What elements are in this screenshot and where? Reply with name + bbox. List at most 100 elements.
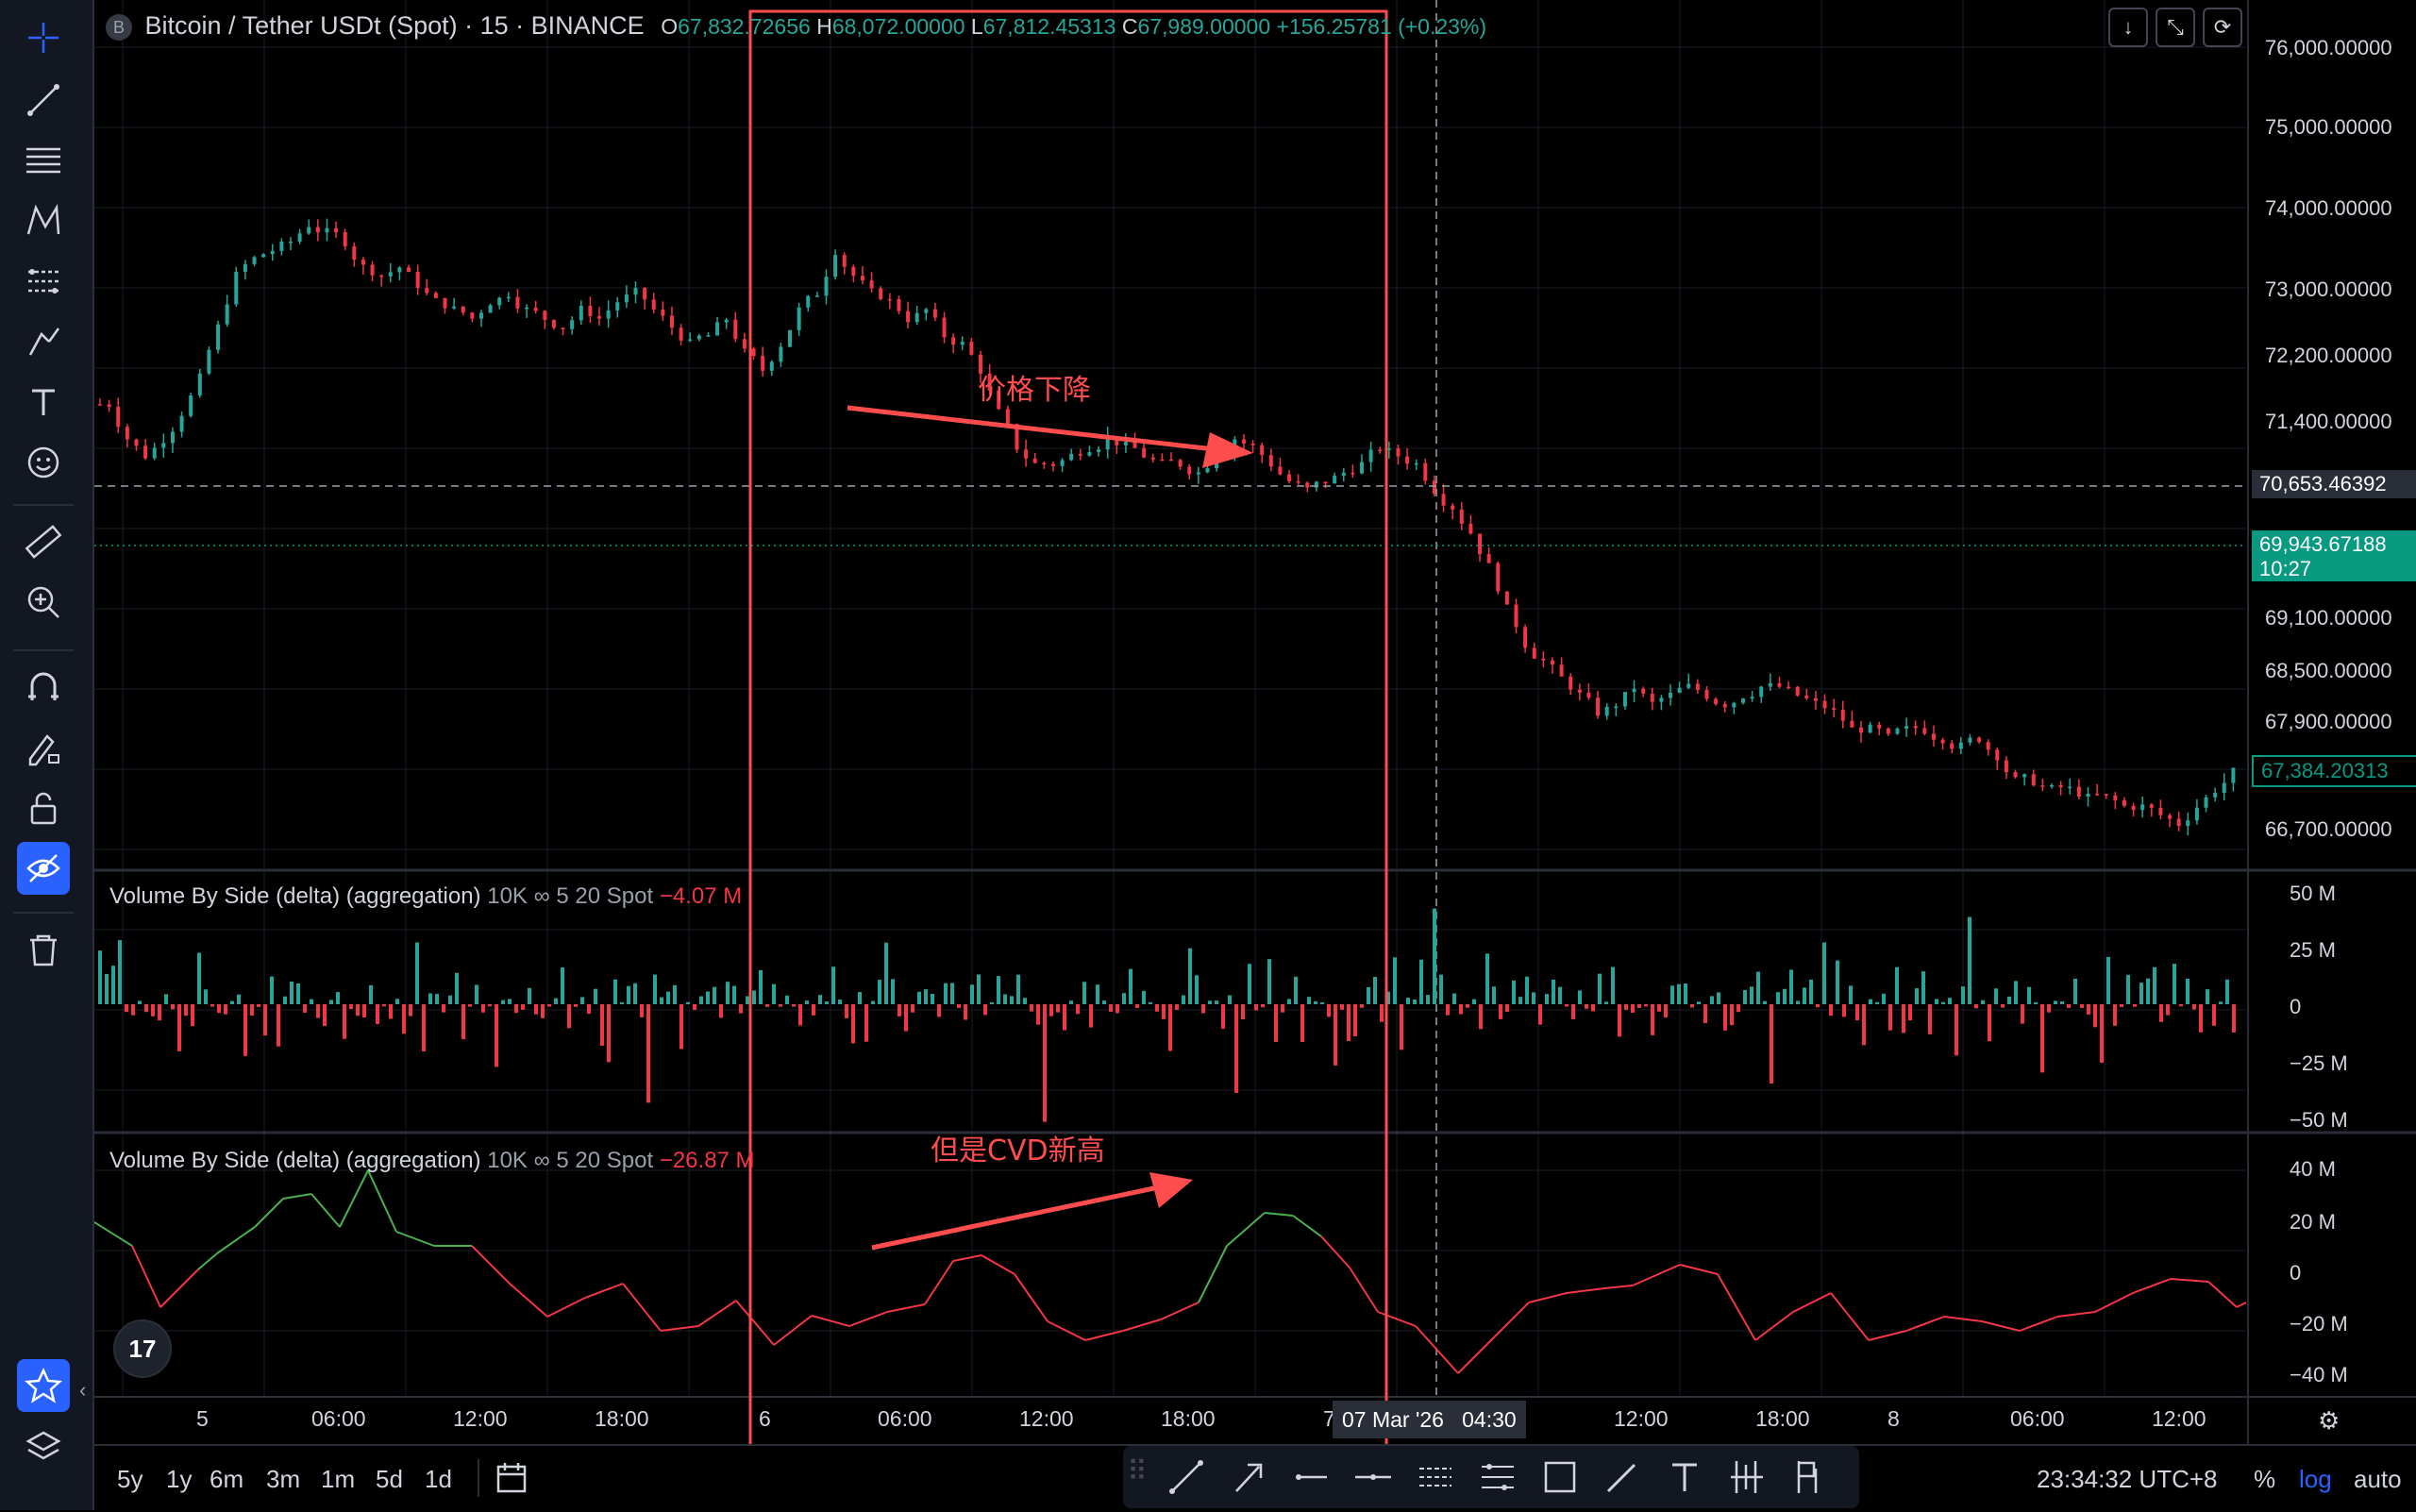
horizontal-line-icon[interactable] <box>1351 1455 1395 1499</box>
delta-bar <box>1334 1004 1337 1066</box>
collapse-toolbar-icon[interactable]: ‹ <box>79 1378 87 1402</box>
ray-icon[interactable] <box>1289 1455 1333 1499</box>
candle-body <box>243 263 247 272</box>
trend-line-icon[interactable] <box>17 74 70 126</box>
flag-icon[interactable] <box>1787 1455 1831 1499</box>
cvd-line-segment <box>1160 1302 1200 1320</box>
range-1m[interactable]: 1m <box>321 1465 356 1493</box>
delta-bar <box>1545 994 1549 1004</box>
brush-icon[interactable] <box>1601 1455 1644 1499</box>
candle-body <box>1278 466 1283 475</box>
delta-bar <box>1717 992 1720 1004</box>
auto-toggle[interactable]: auto <box>2354 1465 2402 1493</box>
indicator2-legend[interactable]: Volume By Side (delta) (aggregation) 10K… <box>109 1148 755 1174</box>
emoji-icon[interactable] <box>17 436 70 489</box>
magnet-icon[interactable] <box>17 661 70 714</box>
symbol-title[interactable]: Bitcoin / Tether USDt (Spot) · 15 · BINA… <box>144 11 645 40</box>
chart-area[interactable]: B Bitcoin / Tether USDt (Spot) · 15 · BI… <box>94 0 2416 1510</box>
candle-body <box>425 287 429 294</box>
delta-bar <box>1908 1004 1912 1021</box>
rectangle-icon[interactable] <box>1538 1455 1582 1499</box>
arrow-tool-icon[interactable] <box>1227 1455 1270 1499</box>
delta-bar <box>382 1004 386 1007</box>
p1-axis-label: 50 M <box>2290 882 2336 905</box>
candle-body <box>443 297 447 309</box>
refresh-icon[interactable]: ⟳ <box>2203 8 2242 47</box>
cvd-line-segment <box>1014 1273 1049 1322</box>
drag-handle-icon[interactable]: ⠿ <box>1127 1456 1148 1487</box>
candle-body <box>515 296 520 309</box>
annotation-price-drop[interactable]: 价格下降 <box>978 374 1091 407</box>
favorites-star-icon[interactable] <box>17 1359 70 1412</box>
log-toggle[interactable]: log <box>2299 1465 2332 1493</box>
parallel-channel-icon[interactable] <box>1414 1455 1457 1499</box>
zoom-in-icon[interactable] <box>17 576 70 629</box>
text-tool-icon[interactable] <box>1663 1455 1706 1499</box>
brush-icon[interactable] <box>17 315 70 368</box>
chart-canvas[interactable] <box>94 0 2416 1444</box>
delta-bar <box>1135 1004 1139 1009</box>
tradingview-logo[interactable]: 17 <box>113 1319 172 1378</box>
range-1d[interactable]: 1d <box>425 1465 452 1493</box>
indicator1-legend[interactable]: Volume By Side (delta) (aggregation) 10K… <box>109 883 742 910</box>
delta-bar <box>746 996 749 1004</box>
percent-toggle[interactable]: % <box>2254 1465 2276 1493</box>
goto-date-icon[interactable] <box>493 1459 530 1504</box>
prediction-icon[interactable] <box>17 255 70 308</box>
delta-bar <box>1069 1000 1073 1004</box>
lock-drawing-icon[interactable] <box>17 721 70 774</box>
candle-body <box>2204 797 2208 808</box>
ruler-icon[interactable] <box>17 515 70 568</box>
candle-body <box>1895 728 1900 734</box>
hide-drawings-icon[interactable] <box>17 842 70 895</box>
layers-icon[interactable] <box>17 1420 70 1472</box>
candle-body <box>1913 726 1918 729</box>
range-3m[interactable]: 3m <box>266 1465 301 1493</box>
candle-body <box>2022 774 2027 778</box>
delta-bar <box>713 986 716 1004</box>
fullscreen-icon[interactable]: ⤡ <box>2156 8 2195 47</box>
candle-body <box>1386 448 1391 450</box>
delta-bar <box>2073 979 2077 1004</box>
candle-body <box>1042 462 1047 465</box>
candle-body <box>2149 804 2154 808</box>
delta-bar <box>653 974 657 1004</box>
candle-body <box>134 439 139 446</box>
candle-body <box>1559 664 1564 677</box>
text-tool-icon[interactable] <box>17 376 70 428</box>
pattern-icon[interactable] <box>17 194 70 247</box>
ohlc-h-label: H <box>816 14 832 39</box>
delta-bar <box>277 1004 280 1047</box>
candle-body <box>897 298 901 311</box>
range-6m[interactable]: 6m <box>210 1465 244 1493</box>
delta-bar <box>1248 964 1251 1004</box>
annotation-cvd-high[interactable]: 但是CVD新高 <box>931 1134 1105 1168</box>
cvd-line-segment <box>471 1245 511 1285</box>
delta-bar <box>831 966 835 1004</box>
settings-gear-icon[interactable]: ⚙ <box>2318 1406 2340 1435</box>
delta-bar <box>970 984 974 1004</box>
candle-body <box>1468 523 1473 534</box>
delta-bar <box>1743 990 1747 1004</box>
delta-bar <box>2080 1004 2084 1008</box>
trash-icon[interactable] <box>17 923 70 976</box>
range-5y[interactable]: 5y <box>117 1465 143 1493</box>
arrow-down-icon[interactable]: ↓ <box>2108 8 2148 47</box>
range-1y[interactable]: 1y <box>166 1465 193 1493</box>
range-5d[interactable]: 5d <box>376 1465 403 1493</box>
long-position-icon[interactable] <box>1725 1455 1769 1499</box>
price-label: 68,500.00000 <box>2265 659 2392 682</box>
clock[interactable]: 23:34:32 UTC+8 <box>2037 1465 2218 1493</box>
delta-bar <box>1631 1004 1635 1013</box>
candle-body <box>1178 460 1183 467</box>
trend-line-icon[interactable] <box>1165 1455 1208 1499</box>
delta-bar <box>574 1004 578 1007</box>
delta-bar <box>1862 1004 1866 1046</box>
cvd-line-segment <box>1679 1264 1719 1275</box>
lock-icon[interactable] <box>17 781 70 834</box>
fib-retracement-icon[interactable] <box>17 134 70 187</box>
candle-body <box>688 339 693 341</box>
crosshair-icon[interactable] <box>17 11 70 64</box>
candle-body <box>370 264 375 276</box>
pitchfork-icon[interactable] <box>1476 1455 1519 1499</box>
